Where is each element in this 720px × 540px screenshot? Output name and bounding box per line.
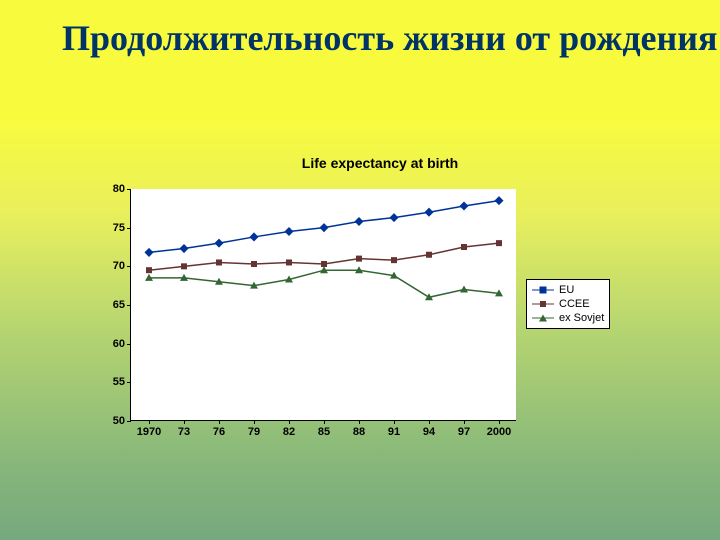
y-tick (127, 421, 131, 422)
x-axis-label: 97 (458, 426, 470, 438)
legend-label: ex Sovjet (559, 312, 604, 324)
y-axis-label: 60 (113, 338, 125, 350)
x-axis-label: 79 (248, 426, 260, 438)
x-axis-label: 2000 (487, 426, 511, 438)
plot-area: 5055606570758019707376798285889194972000 (130, 189, 516, 421)
series-marker-CCEE (391, 257, 397, 263)
y-axis-label: 65 (113, 299, 125, 311)
series-marker-EU (284, 227, 293, 236)
triangle-icon (539, 315, 547, 322)
legend-swatch (532, 313, 554, 323)
x-axis-label: 73 (178, 426, 190, 438)
series-marker-EU (494, 196, 503, 205)
series-marker-CCEE (496, 240, 502, 246)
slide-title: Продолжительность жизни от рождения (62, 18, 718, 59)
x-axis-label: 91 (388, 426, 400, 438)
series-marker-CCEE (181, 263, 187, 269)
series-marker-EU (389, 213, 398, 222)
series-marker-EU (459, 201, 468, 210)
series-marker-CCEE (461, 244, 467, 250)
x-axis-label: 82 (283, 426, 295, 438)
series-marker-EU (214, 239, 223, 248)
series-marker-CCEE (321, 261, 327, 267)
x-axis-label: 76 (213, 426, 225, 438)
series-marker-EU (424, 208, 433, 217)
series-marker-CCEE (216, 259, 222, 265)
series-marker-CCEE (286, 259, 292, 265)
legend-swatch (532, 299, 554, 309)
series-marker-EU (249, 232, 258, 241)
series-marker-EU (179, 244, 188, 253)
chart-body: 5055606570758019707376798285889194972000… (130, 189, 630, 454)
legend-label: CCEE (559, 298, 590, 310)
chart-title: Life expectancy at birth (130, 155, 630, 171)
y-axis-label: 50 (113, 415, 125, 427)
x-axis-label: 1970 (137, 426, 161, 438)
x-axis-label: 88 (353, 426, 365, 438)
series-marker-CCEE (146, 267, 152, 273)
series-marker-CCEE (426, 252, 432, 258)
series-marker-ex Sovjet (460, 286, 468, 293)
legend-item: CCEE (532, 297, 604, 311)
legend-item: EU (532, 283, 604, 297)
y-axis-label: 55 (113, 376, 125, 388)
chart-svg (131, 189, 517, 421)
series-marker-CCEE (356, 256, 362, 262)
y-axis-label: 70 (113, 260, 125, 272)
legend-label: EU (559, 284, 574, 296)
x-axis-label: 94 (423, 426, 435, 438)
diamond-icon (540, 287, 547, 294)
legend: EU CCEE ex Sovjet (526, 279, 610, 329)
square-icon (540, 301, 546, 307)
y-axis-label: 75 (113, 222, 125, 234)
series-marker-EU (144, 248, 153, 257)
series-marker-EU (319, 223, 328, 232)
legend-item: ex Sovjet (532, 311, 604, 325)
series-marker-CCEE (251, 261, 257, 267)
series-marker-EU (354, 217, 363, 226)
y-axis-label: 80 (113, 183, 125, 195)
x-axis-label: 85 (318, 426, 330, 438)
legend-swatch (532, 285, 554, 295)
chart-container: Life expectancy at birth 505560657075801… (130, 155, 630, 454)
series-line-ex Sovjet (149, 270, 499, 297)
